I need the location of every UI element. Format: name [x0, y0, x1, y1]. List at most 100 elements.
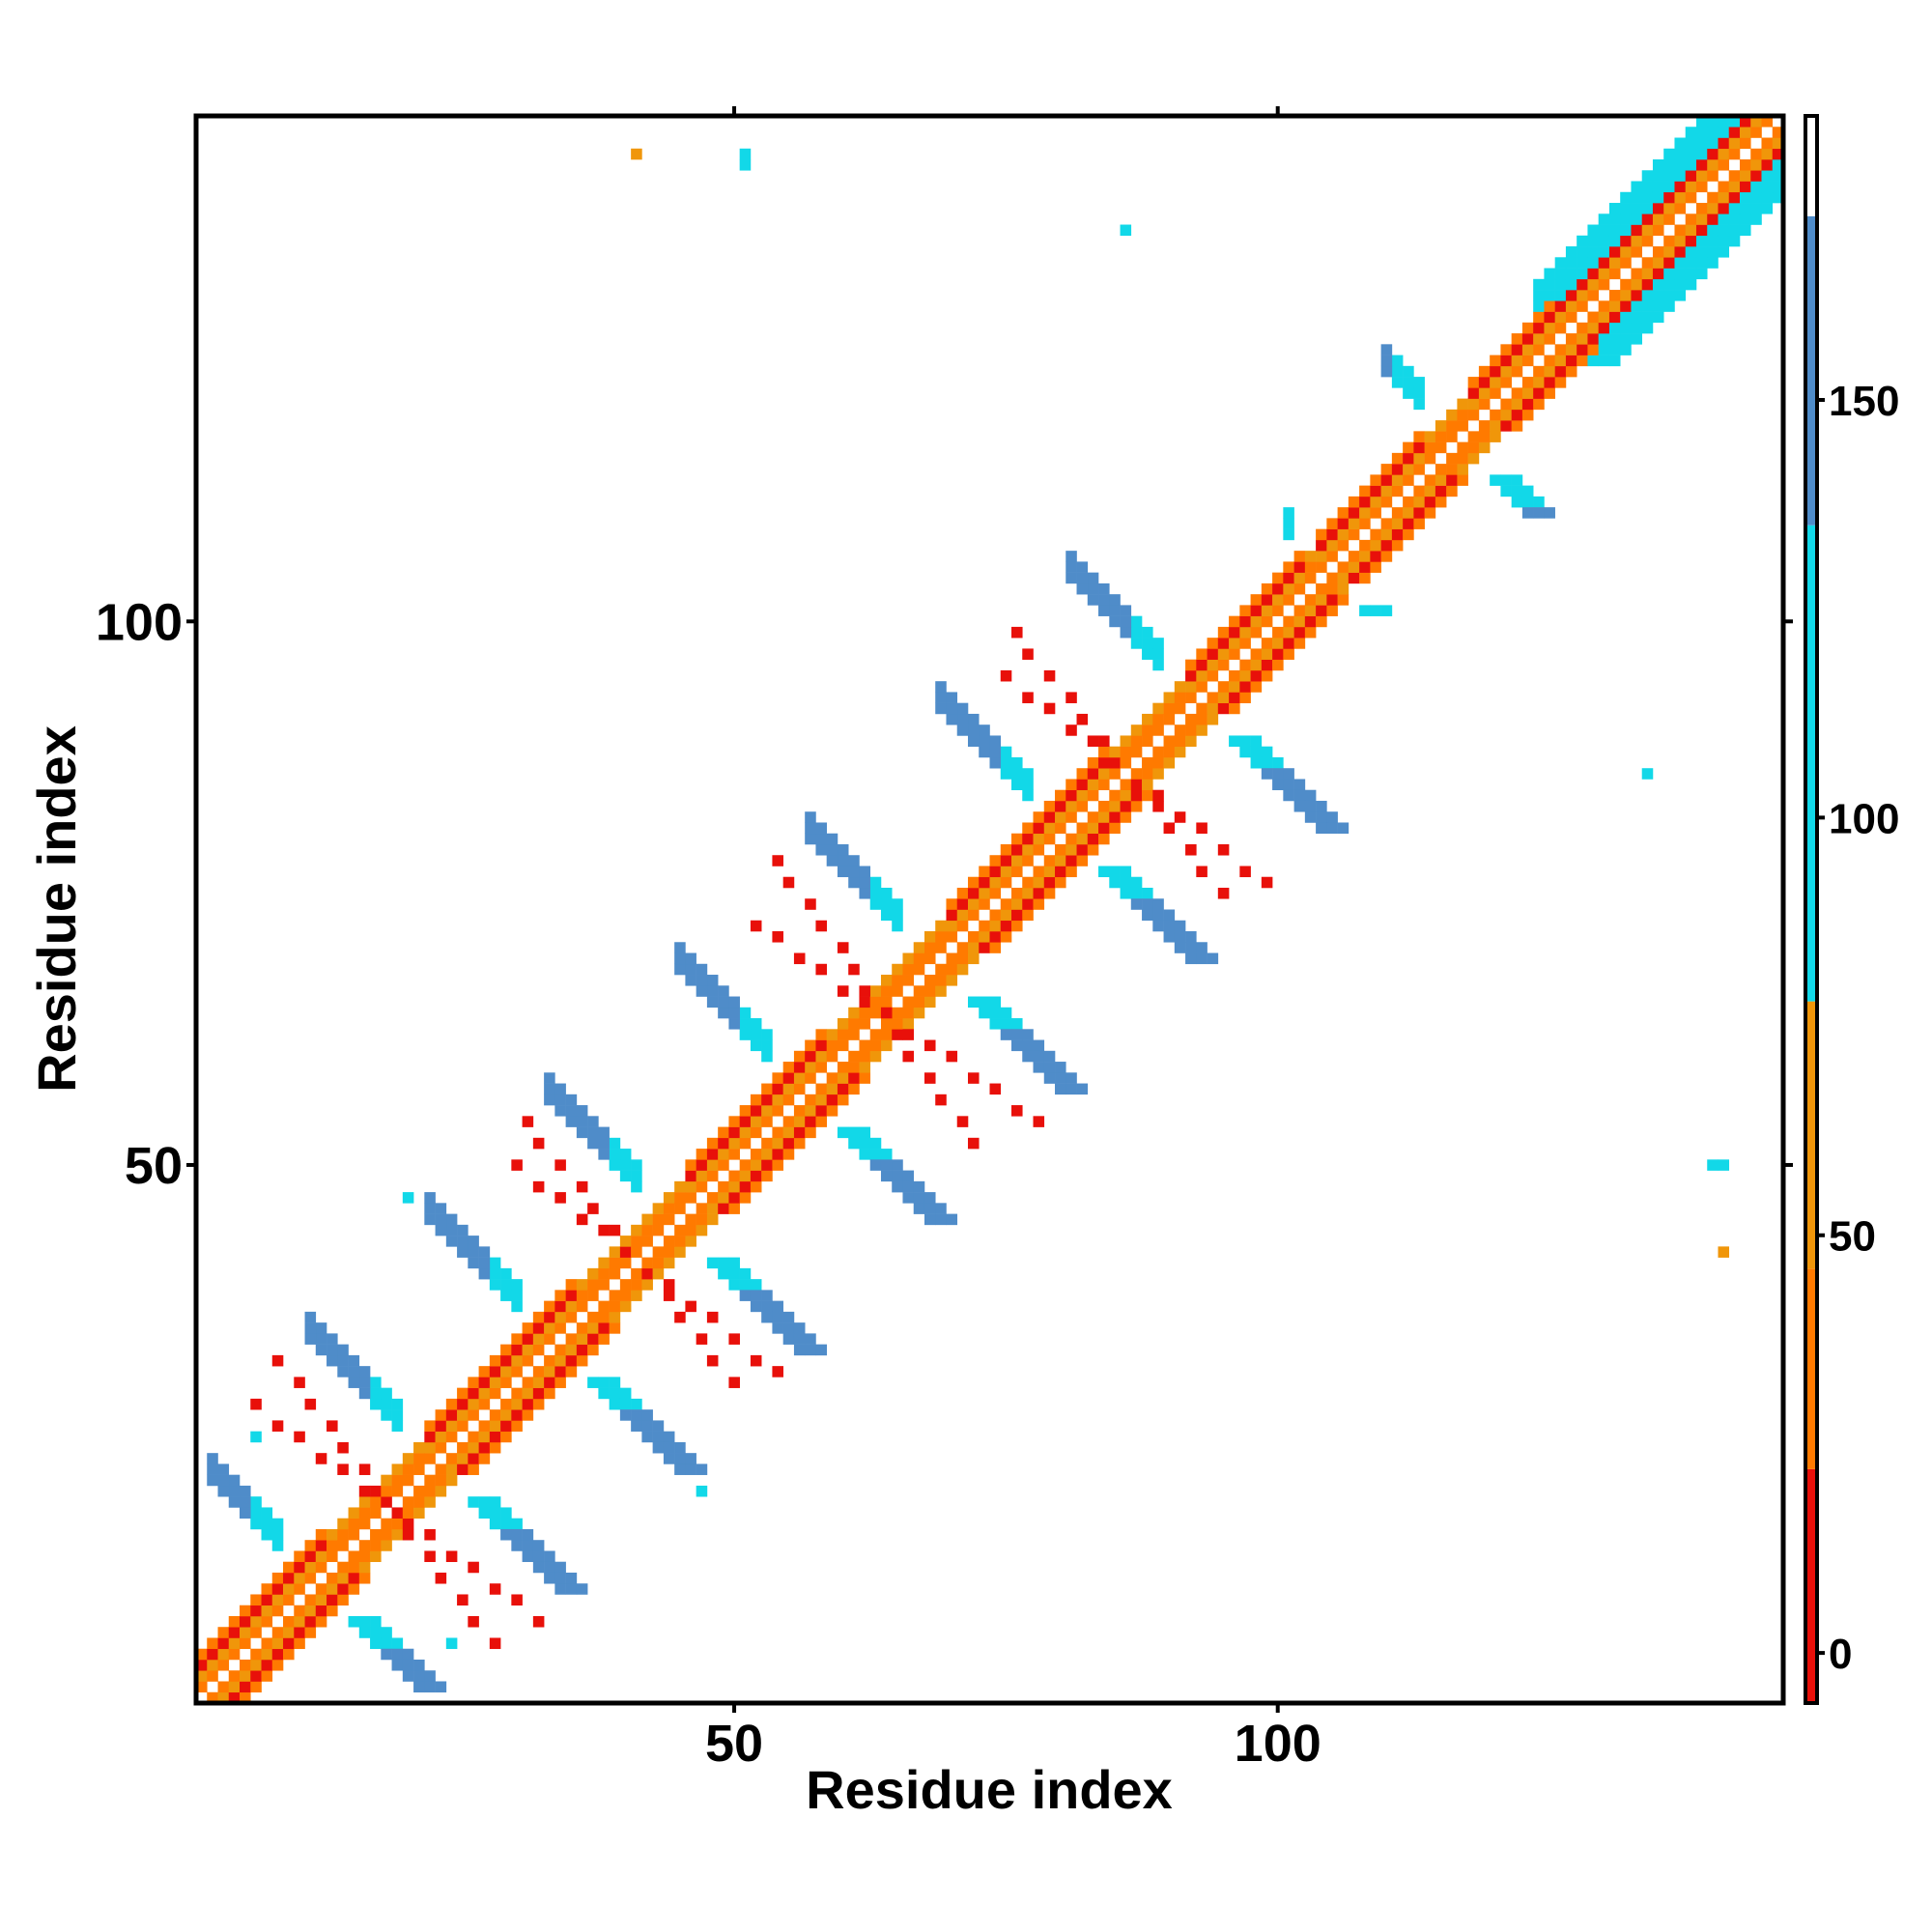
- heatmap-cell: [1142, 713, 1153, 725]
- heatmap-cell: [631, 1224, 642, 1236]
- heatmap-cell: [946, 963, 958, 976]
- heatmap-cell: [1076, 1083, 1089, 1095]
- heatmap-cell: [1391, 355, 1404, 367]
- heatmap-cell: [1011, 626, 1023, 639]
- heatmap-cell: [1707, 224, 1719, 237]
- heatmap-cell: [1544, 290, 1555, 301]
- heatmap-cell: [468, 1246, 479, 1258]
- heatmap-cell: [1185, 735, 1197, 747]
- heatmap-cell: [685, 975, 696, 986]
- heatmap-cell: [1631, 333, 1642, 345]
- heatmap-cell: [1304, 800, 1317, 812]
- heatmap-cell: [391, 1507, 404, 1519]
- heatmap-cell: [935, 975, 947, 986]
- heatmap-cell: [1577, 257, 1588, 269]
- heatmap-cell: [598, 1311, 610, 1323]
- heatmap-cell: [1413, 377, 1425, 388]
- heatmap-cell: [782, 1322, 795, 1334]
- heatmap-cell: [391, 1420, 404, 1432]
- heatmap-cell: [1043, 833, 1056, 845]
- heatmap-cell: [967, 735, 980, 747]
- heatmap-cell: [946, 920, 958, 932]
- heatmap-cell: [1109, 768, 1121, 780]
- heatmap-cell: [315, 1615, 327, 1628]
- heatmap-cell: [565, 1344, 578, 1356]
- heatmap-cell: [337, 1354, 349, 1367]
- heatmap-cell: [1707, 148, 1719, 160]
- heatmap-cell: [1718, 127, 1730, 138]
- heatmap-cell: [967, 876, 980, 889]
- heatmap-cell: [294, 1627, 305, 1638]
- heatmap-cell: [619, 1170, 632, 1182]
- heatmap-cell: [1359, 507, 1371, 519]
- heatmap-cell: [1554, 278, 1567, 291]
- heatmap-cell: [609, 1159, 621, 1171]
- heatmap-cell: [609, 1149, 621, 1160]
- heatmap-cell: [1718, 116, 1730, 128]
- heatmap-cell: [565, 1354, 578, 1367]
- heatmap-cell: [424, 1213, 436, 1226]
- heatmap-cell: [1728, 148, 1741, 160]
- heatmap-cell: [750, 920, 762, 932]
- heatmap-cell: [1772, 191, 1784, 204]
- heatmap-cell: [1109, 800, 1121, 812]
- heatmap-cell: [1641, 191, 1654, 204]
- heatmap-cell: [1076, 768, 1089, 780]
- heatmap-cell: [1250, 756, 1263, 769]
- heatmap-cell: [793, 1322, 806, 1334]
- heatmap-cell: [1424, 441, 1436, 454]
- heatmap-cell: [532, 1333, 545, 1345]
- heatmap-cell: [240, 1637, 251, 1650]
- heatmap-cell: [544, 1387, 555, 1400]
- heatmap-cell: [782, 1062, 795, 1073]
- heatmap-cell: [674, 1180, 686, 1193]
- heatmap-cell: [1043, 669, 1056, 682]
- heatmap-cell: [1163, 692, 1176, 703]
- heatmap-cell: [1022, 779, 1034, 791]
- heatmap-cell: [1370, 551, 1381, 562]
- heatmap-cell: [815, 1050, 827, 1063]
- heatmap-cell: [1152, 789, 1164, 802]
- heatmap-cell: [989, 909, 1002, 922]
- heatmap-cell: [1641, 224, 1654, 237]
- heatmap-cell: [554, 1094, 566, 1106]
- heatmap-cell: [1337, 561, 1350, 573]
- heatmap-cell: [413, 1670, 425, 1682]
- heatmap-cell: [587, 1116, 599, 1127]
- heatmap-cell: [805, 1072, 816, 1084]
- heatmap-cell: [1304, 811, 1317, 823]
- heatmap-cell: [1283, 518, 1294, 529]
- heatmap-cell: [728, 1116, 740, 1127]
- heatmap-cell: [718, 1203, 729, 1214]
- heatmap-cell: [1620, 191, 1632, 204]
- heatmap-cell: [207, 1659, 218, 1671]
- heatmap-cell: [511, 1300, 523, 1313]
- heatmap-cell: [348, 1583, 360, 1595]
- heatmap-cell: [1239, 692, 1251, 703]
- heatmap-cell: [1033, 876, 1045, 889]
- heatmap-cell: [1435, 431, 1447, 442]
- heatmap-cell: [532, 1180, 545, 1193]
- heatmap-cell: [370, 1377, 382, 1388]
- heatmap-cell: [923, 985, 936, 997]
- heatmap-cell: [576, 1344, 588, 1356]
- heatmap-cell: [1544, 278, 1555, 291]
- heatmap-cell: [1608, 333, 1621, 345]
- heatmap-cell: [424, 1431, 436, 1443]
- heatmap-cell: [1565, 344, 1577, 355]
- heatmap-cell: [935, 963, 947, 976]
- heatmap-cell: [1055, 843, 1066, 856]
- heatmap-cell: [1608, 203, 1621, 214]
- heatmap-cell: [1554, 268, 1567, 280]
- heatmap-cell: [271, 1583, 284, 1595]
- heatmap-cell: [1065, 551, 1077, 562]
- heatmap-cell: [402, 1453, 414, 1464]
- heatmap-cell: [923, 1192, 936, 1204]
- heatmap-cell: [1087, 789, 1099, 802]
- heatmap-cell: [880, 909, 893, 922]
- heatmap-cell: [1641, 181, 1654, 193]
- heatmap-cell: [782, 1094, 795, 1106]
- heatmap-cell: [1533, 398, 1545, 411]
- heatmap-cell: [1718, 1246, 1730, 1258]
- heatmap-cell: [1174, 702, 1186, 715]
